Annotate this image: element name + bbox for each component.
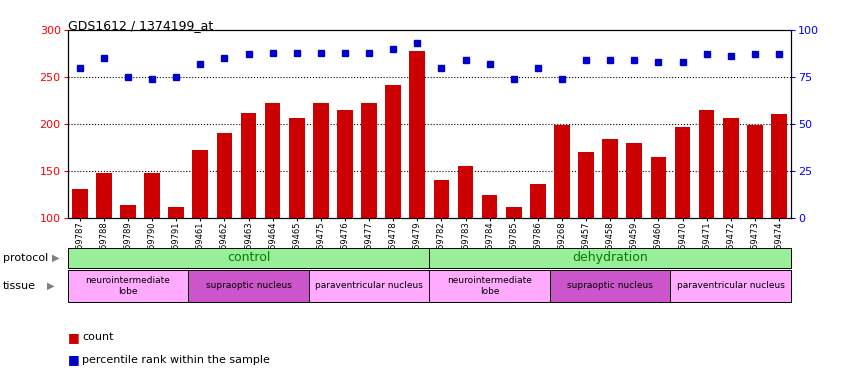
Bar [96,172,112,311]
Bar [120,206,136,311]
Bar [747,124,763,311]
Text: supraoptic nucleus: supraoptic nucleus [206,281,292,290]
Bar [240,112,256,311]
Bar [722,118,739,311]
Bar [674,127,690,311]
Bar [506,207,522,311]
Bar [699,110,715,311]
Bar [651,157,667,311]
Bar [385,86,401,311]
Bar [602,139,618,311]
Bar [578,152,594,311]
Text: tissue: tissue [3,281,36,291]
Bar [433,180,449,311]
Text: ■: ■ [68,354,80,366]
Text: supraoptic nucleus: supraoptic nucleus [567,281,653,290]
Bar [626,144,642,311]
Text: protocol: protocol [3,253,47,263]
Bar [530,184,546,311]
Bar [265,103,281,311]
Bar [409,51,426,311]
Bar [337,110,353,311]
Bar [458,166,474,311]
Text: dehydration: dehydration [572,251,648,264]
Bar [217,133,233,311]
Bar [144,172,160,311]
Bar [771,114,787,311]
Text: ■: ■ [68,331,80,344]
Text: paraventricular nucleus: paraventricular nucleus [315,281,423,290]
Text: ▶: ▶ [47,281,54,291]
Bar [288,118,305,311]
Bar [481,195,497,311]
Bar [72,189,88,311]
Bar [554,124,570,311]
Text: count: count [82,333,113,342]
Bar [168,207,184,311]
Text: percentile rank within the sample: percentile rank within the sample [82,355,270,365]
Text: ▶: ▶ [52,253,60,263]
Bar [361,103,377,311]
Text: neurointermediate
lobe: neurointermediate lobe [85,276,170,296]
Text: paraventricular nucleus: paraventricular nucleus [677,281,785,290]
Text: control: control [227,251,270,264]
Text: GDS1612 / 1374199_at: GDS1612 / 1374199_at [68,19,213,32]
Bar [313,103,329,311]
Bar [192,150,208,311]
Text: neurointermediate
lobe: neurointermediate lobe [448,276,532,296]
